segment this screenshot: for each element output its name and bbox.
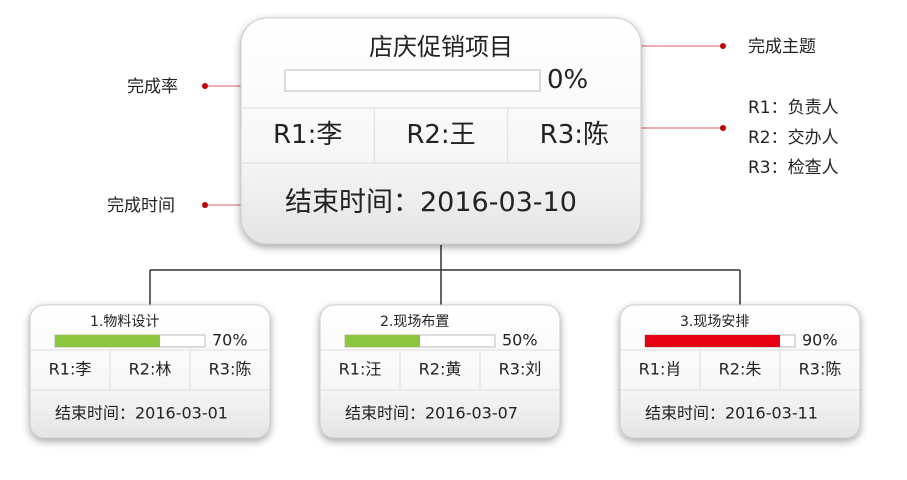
end-date: 结束时间：2016-03-07 bbox=[345, 404, 518, 423]
role: R2:朱 bbox=[719, 360, 762, 379]
progress-label: 70% bbox=[212, 331, 248, 350]
role: R1:汪 bbox=[339, 360, 382, 379]
end-date: 结束时间：2016-03-11 bbox=[645, 404, 818, 423]
card-title: 店庆促销项目 bbox=[369, 33, 513, 61]
end-date: 结束时间：2016-03-01 bbox=[55, 404, 228, 423]
role: R2:王 bbox=[406, 120, 475, 150]
role: R3:陈 bbox=[209, 360, 252, 379]
role: R1:李 bbox=[49, 360, 92, 379]
annotation: R2：交办人 bbox=[748, 128, 839, 148]
end-date: 结束时间：2016-03-10 bbox=[285, 187, 577, 218]
role: R2:林 bbox=[129, 360, 172, 379]
role: R1:肖 bbox=[639, 360, 682, 379]
annotation: 完成主题 bbox=[748, 37, 816, 57]
role: R3:陈 bbox=[540, 120, 609, 150]
annotation-dots bbox=[202, 43, 726, 208]
role: R3:陈 bbox=[799, 360, 842, 379]
role: R1:李 bbox=[273, 120, 342, 150]
progress-bar bbox=[345, 335, 420, 347]
annotation: R1：负责人 bbox=[748, 98, 839, 118]
progress-label: 50% bbox=[502, 331, 538, 350]
progress-track bbox=[284, 69, 541, 92]
card-title: 2.现场布置 bbox=[380, 314, 449, 330]
annotation: R3：检查人 bbox=[748, 158, 839, 178]
annotation: 完成率 bbox=[127, 77, 178, 97]
progress-bar bbox=[55, 335, 160, 347]
progress-label: 90% bbox=[802, 331, 838, 350]
progress-bar bbox=[645, 335, 780, 347]
card-title: 3.现场安排 bbox=[680, 314, 749, 330]
card-title: 1.物料设计 bbox=[90, 314, 159, 330]
annotation: 完成时间 bbox=[107, 196, 175, 216]
connectors bbox=[149, 245, 741, 305]
role: R2:黄 bbox=[419, 360, 462, 379]
role: R3:刘 bbox=[499, 360, 542, 379]
progress-label: 0% bbox=[547, 65, 588, 95]
